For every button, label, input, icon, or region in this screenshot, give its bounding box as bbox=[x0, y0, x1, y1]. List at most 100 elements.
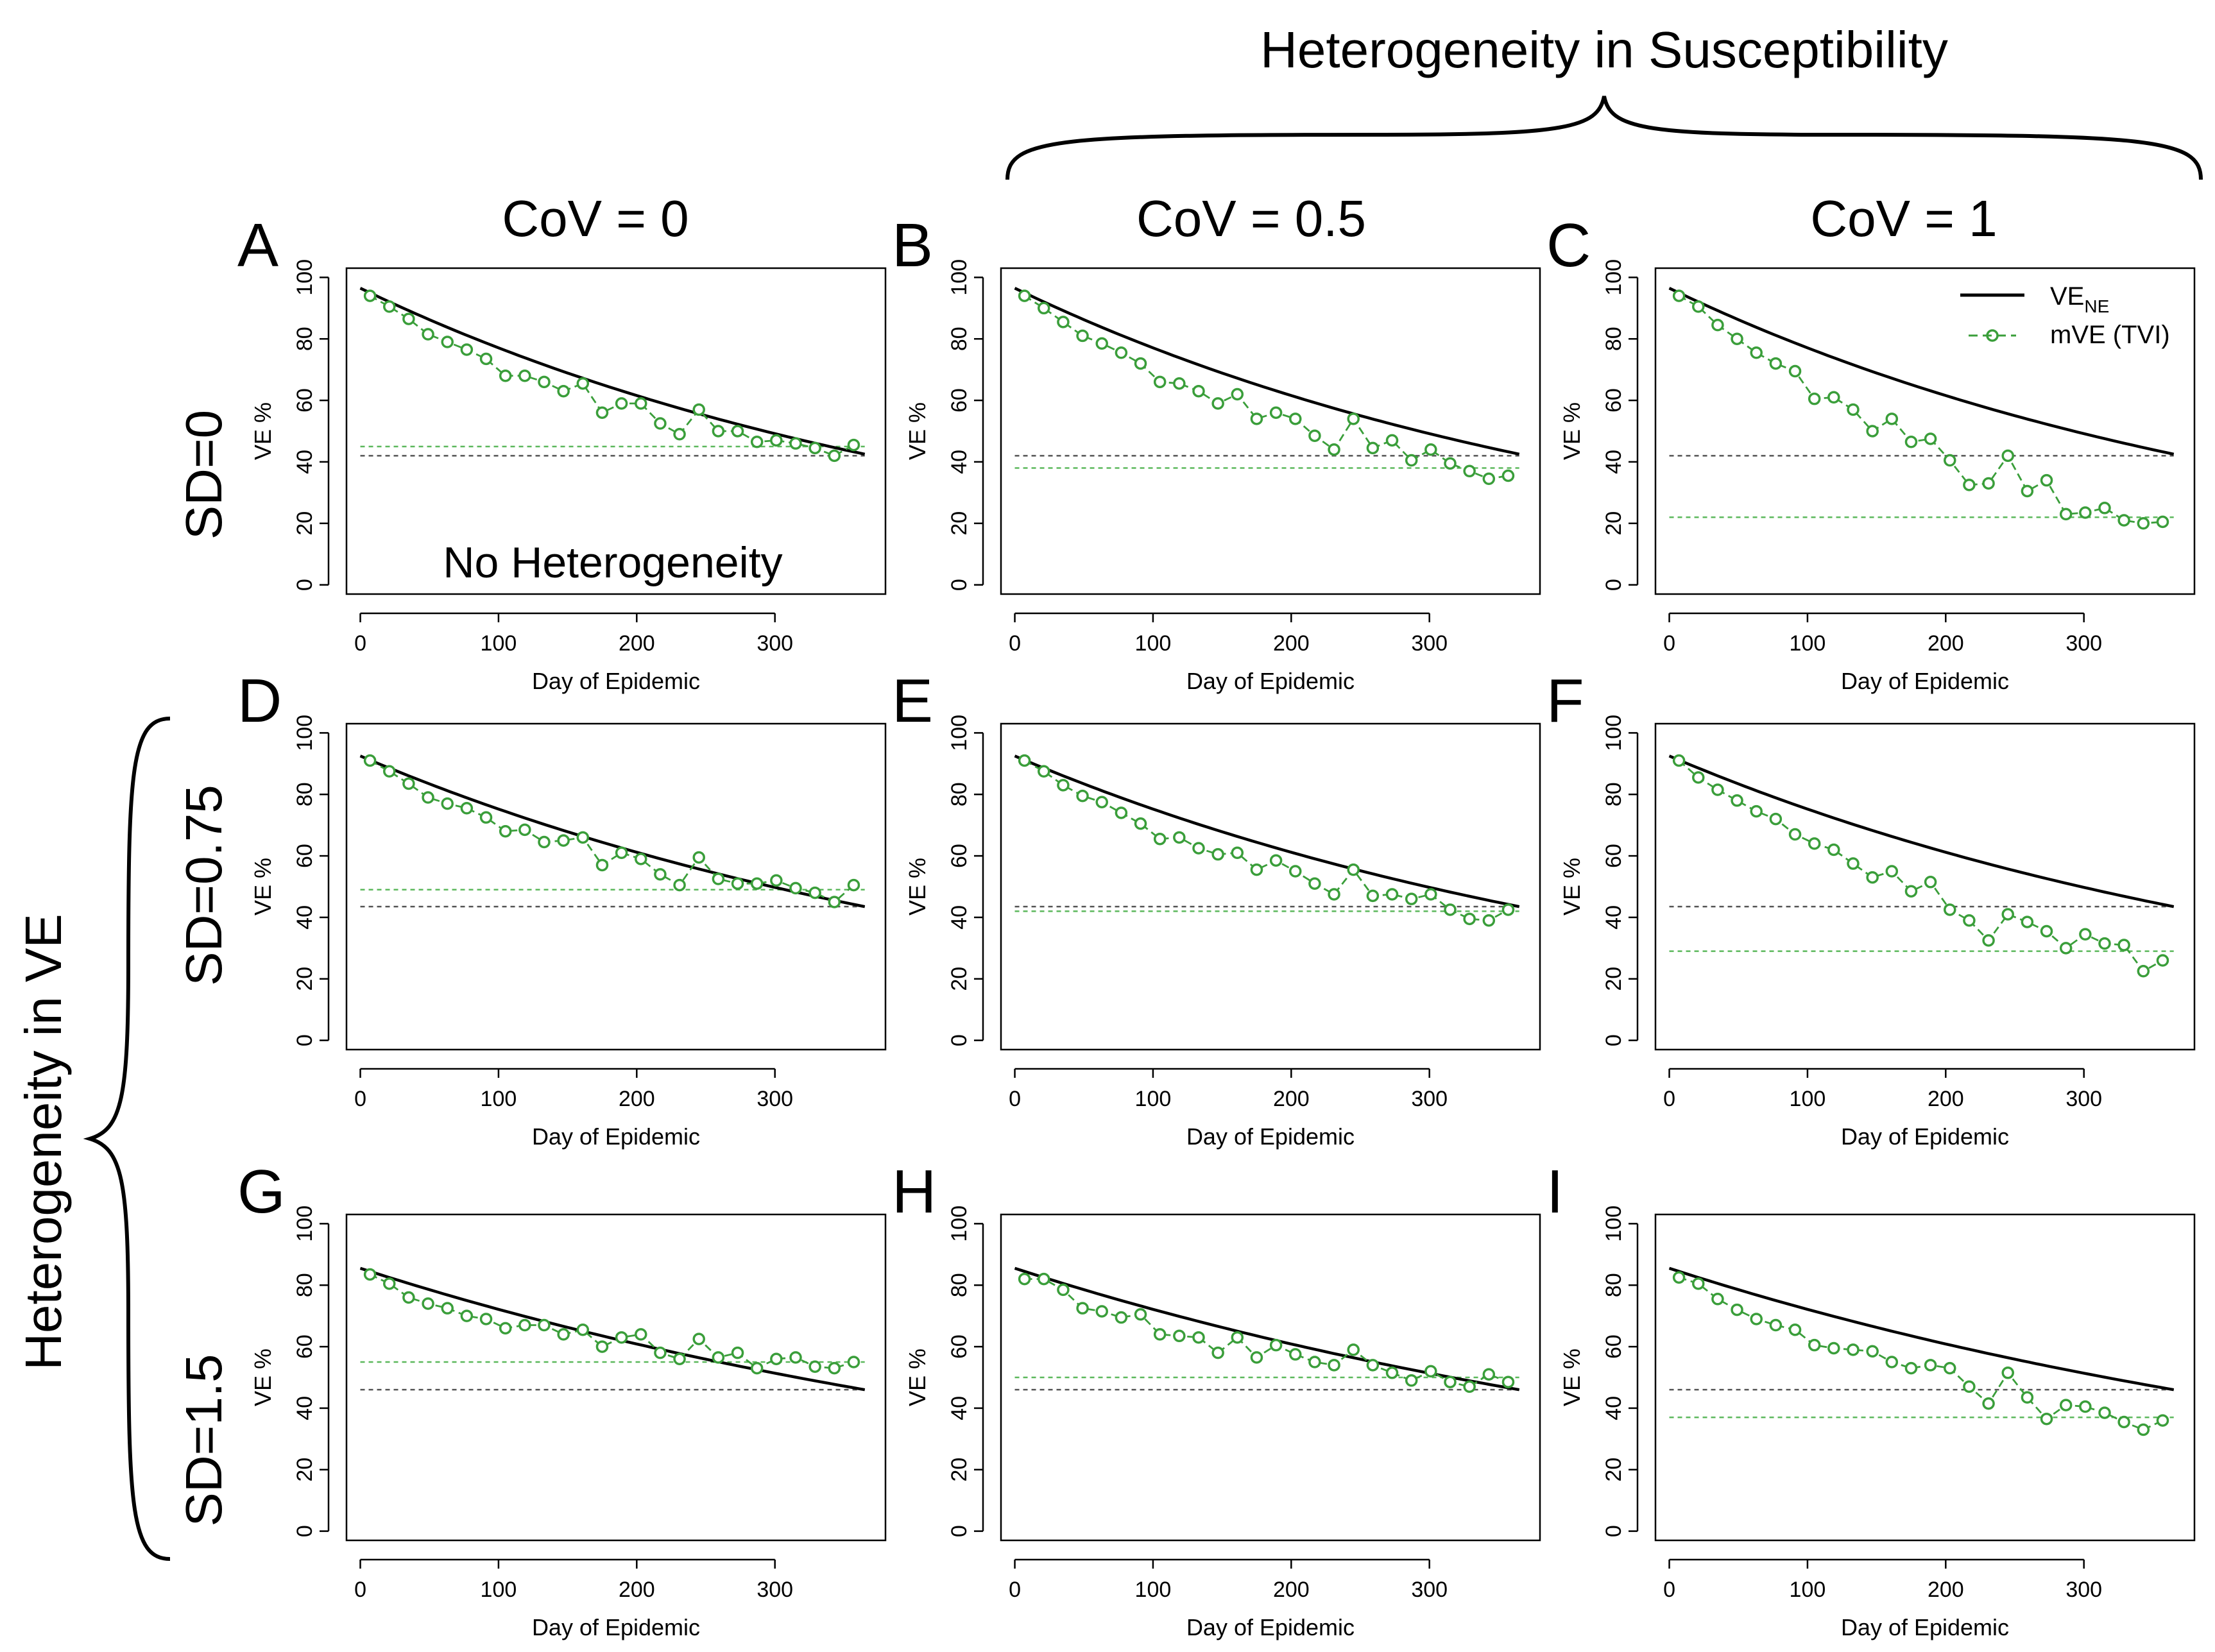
plot-frame-c bbox=[1654, 267, 2196, 595]
mve-point-h bbox=[1076, 1302, 1089, 1315]
y-tick-label-g: 0 bbox=[293, 1525, 317, 1537]
mve-point-d bbox=[789, 881, 802, 895]
ve-ne-line-f bbox=[1668, 754, 2175, 908]
y-tick-label-d: 100 bbox=[293, 715, 317, 751]
mve-point-g bbox=[422, 1297, 434, 1310]
mve-point-h bbox=[1057, 1283, 1070, 1297]
mve-point-g bbox=[479, 1313, 493, 1325]
legend-ve-ne-label: VENE bbox=[2050, 282, 2109, 316]
mve-point-b bbox=[1095, 337, 1108, 350]
mve-point-c bbox=[1808, 392, 1821, 405]
mve-point-h bbox=[1115, 1311, 1128, 1324]
mve-point-b bbox=[1347, 413, 1360, 425]
mve-point-i bbox=[2156, 1414, 2169, 1427]
mve-point-g bbox=[770, 1352, 783, 1365]
mve-point-g bbox=[499, 1322, 512, 1335]
y-tick-label-i: 60 bbox=[1602, 1334, 1626, 1359]
mve-point-h bbox=[1018, 1272, 1031, 1286]
mve-point-i bbox=[1788, 1323, 1802, 1336]
mve-point-a bbox=[479, 352, 493, 366]
mve-point-h bbox=[1134, 1308, 1147, 1321]
mve-point-f bbox=[1692, 771, 1705, 784]
x-axis-label-g: Day of Epidemic bbox=[532, 1614, 700, 1640]
mve-point-a bbox=[750, 436, 764, 448]
mve-point-i bbox=[1866, 1345, 1879, 1358]
mve-point-g bbox=[518, 1318, 531, 1332]
mve-point-e bbox=[1347, 863, 1360, 876]
x-tick-label-h: 200 bbox=[1273, 1578, 1310, 1602]
y-tick-label-c: 100 bbox=[1602, 259, 1626, 296]
y-tick-label-f: 100 bbox=[1602, 715, 1626, 751]
y-tick-label-a: 80 bbox=[293, 327, 317, 351]
mve-point-a bbox=[615, 397, 628, 410]
y-tick-label-a: 0 bbox=[293, 579, 317, 591]
y-tick-label-d: 40 bbox=[293, 905, 317, 930]
y-tick-label-c: 60 bbox=[1602, 388, 1626, 413]
panel-i: I 0 20 40 60 80 100 VE % 0 100 200 300 Day of Epidem… bbox=[1546, 1157, 2196, 1640]
mve-point-e bbox=[1444, 903, 1457, 916]
mve-point-b bbox=[1366, 441, 1380, 455]
mve-point-c bbox=[2156, 515, 2169, 529]
mve-point-i bbox=[1924, 1359, 1937, 1372]
mve-point-a bbox=[383, 300, 396, 313]
mve-point-e bbox=[1482, 914, 1496, 927]
mve-point-i bbox=[2117, 1415, 2130, 1429]
mve-point-h bbox=[1463, 1380, 1476, 1393]
mve-point-i bbox=[1963, 1380, 1976, 1393]
mve-point-a bbox=[422, 328, 434, 341]
mve-point-h bbox=[1405, 1374, 1418, 1387]
mve-point-e bbox=[1231, 846, 1244, 860]
x-tick-label-i: 200 bbox=[1928, 1578, 1964, 1602]
x-tick-label-g: 300 bbox=[757, 1578, 793, 1602]
mve-point-g bbox=[635, 1328, 647, 1341]
mve-point-a bbox=[692, 403, 705, 416]
mve-point-b bbox=[1038, 302, 1050, 315]
legend-mve-marker bbox=[1986, 329, 1999, 342]
mve-point-c bbox=[2021, 484, 2034, 498]
y-tick-label-e: 40 bbox=[947, 905, 971, 930]
col-title-0: CoV = 0 bbox=[502, 190, 688, 247]
x-axis-label-c: Day of Epidemic bbox=[1841, 668, 2009, 694]
x-axis-label-i: Day of Epidemic bbox=[1841, 1614, 2009, 1640]
mve-point-b bbox=[1289, 413, 1302, 425]
plot-frame-a bbox=[345, 267, 887, 595]
mve-point-i bbox=[1904, 1361, 1918, 1375]
x-tick-label-h: 0 bbox=[1009, 1578, 1021, 1602]
mve-point-f bbox=[1982, 934, 1995, 947]
x-tick-label-f: 0 bbox=[1663, 1087, 1675, 1111]
y-tick-label-b: 0 bbox=[947, 579, 971, 591]
y-tick-label-d: 0 bbox=[293, 1034, 317, 1046]
y-tick-label-e: 0 bbox=[947, 1034, 971, 1046]
mve-point-i bbox=[1731, 1303, 1743, 1316]
x-tick-label-f: 300 bbox=[2065, 1087, 2102, 1111]
mve-point-c bbox=[1750, 346, 1763, 359]
y-tick-label-i: 100 bbox=[1602, 1205, 1626, 1242]
x-tick-label-c: 0 bbox=[1663, 631, 1675, 656]
mve-point-g bbox=[441, 1302, 454, 1315]
mve-point-e bbox=[1192, 842, 1205, 855]
x-tick-label-c: 200 bbox=[1928, 631, 1964, 656]
x-axis-label-d: Day of Epidemic bbox=[532, 1123, 700, 1150]
mve-point-f bbox=[1885, 865, 1899, 878]
mve-point-b bbox=[1463, 464, 1476, 478]
mve-point-b bbox=[1501, 469, 1515, 482]
x-tick-label-a: 300 bbox=[757, 631, 793, 656]
mve-point-a bbox=[712, 425, 725, 438]
x-tick-label-g: 100 bbox=[481, 1578, 517, 1602]
y-tick-label-a: 100 bbox=[293, 259, 317, 296]
mve-point-d bbox=[363, 754, 377, 767]
mve-point-g bbox=[712, 1351, 725, 1364]
mve-point-g bbox=[363, 1268, 377, 1281]
mve-point-b bbox=[1328, 443, 1340, 456]
mve-point-b bbox=[1173, 377, 1186, 390]
mve-point-b bbox=[1250, 413, 1263, 425]
mve-point-c bbox=[1731, 332, 1743, 345]
mve-point-c bbox=[1904, 436, 1918, 448]
mve-point-c bbox=[1885, 413, 1899, 425]
mve-point-i bbox=[1827, 1341, 1840, 1355]
y-tick-label-h: 80 bbox=[947, 1273, 971, 1297]
mve-point-e bbox=[1366, 889, 1380, 903]
y-tick-label-b: 40 bbox=[947, 450, 971, 474]
x-axis-label-f: Day of Epidemic bbox=[1841, 1123, 2009, 1150]
mve-point-f bbox=[2098, 937, 2111, 950]
